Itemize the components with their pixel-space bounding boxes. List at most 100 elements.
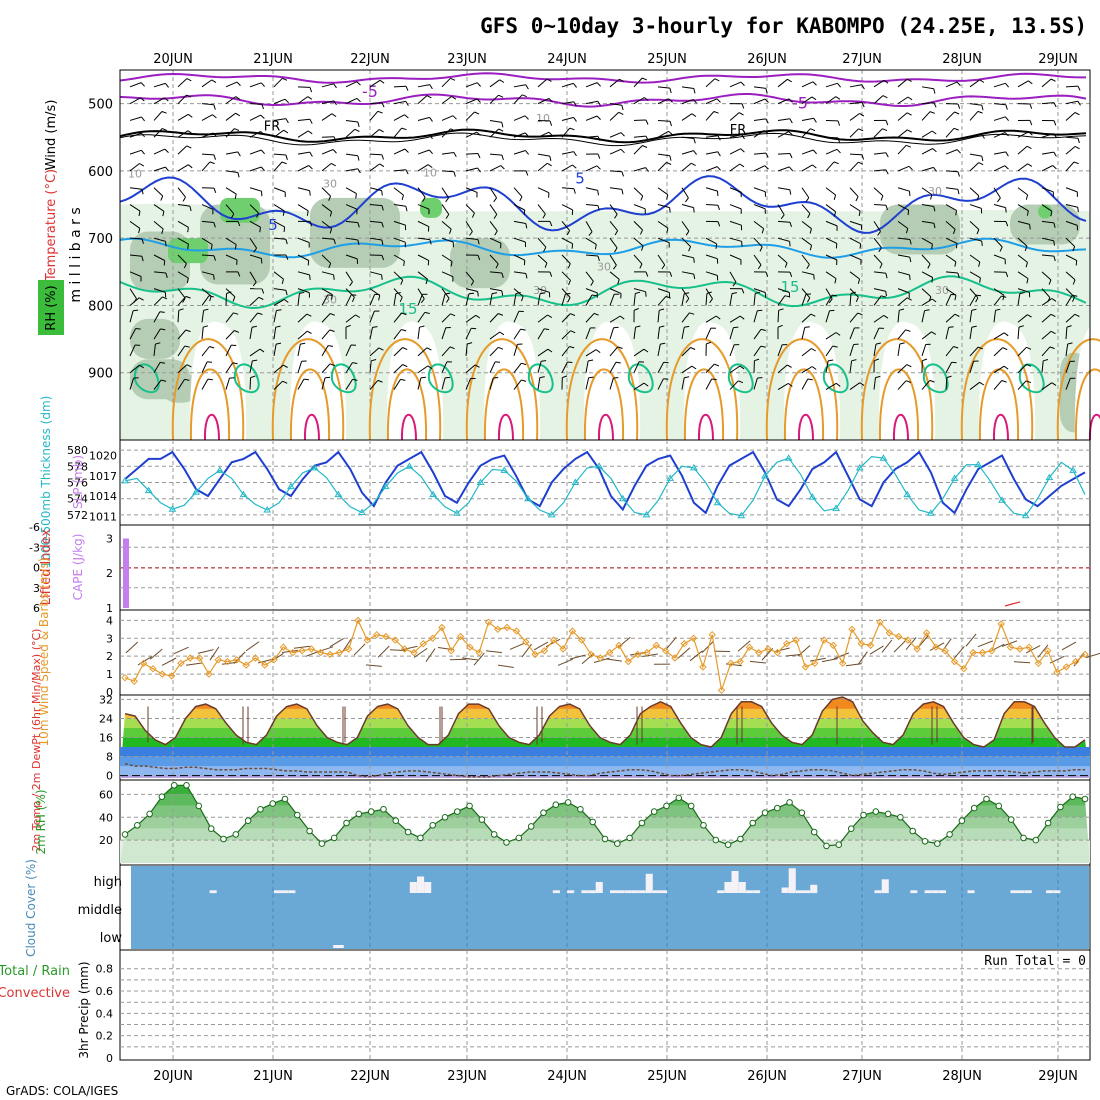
wind-barb (465, 237, 478, 240)
wind-speed-point (857, 639, 866, 648)
wind-barb-flag (524, 132, 529, 137)
rh2m-point (958, 817, 966, 825)
wind-barb (465, 221, 473, 232)
wind10m-barb (977, 640, 994, 648)
rh-legend-swatch (38, 280, 64, 335)
wind-barb (273, 220, 285, 228)
wind-barb (393, 254, 405, 262)
precip-tick-label: 0.8 (96, 963, 114, 976)
wind-barb (585, 115, 598, 121)
wind-barb (513, 237, 526, 243)
wind-barb-flag (493, 214, 498, 219)
high-cloud-bar (610, 890, 618, 894)
wind-barb (849, 293, 852, 306)
temperature-axis-label: Temperature (°C) (44, 169, 59, 282)
wind-barb-flag (685, 230, 690, 236)
temperature-contour (665, 338, 739, 441)
wind-barb-flag (789, 222, 792, 228)
wind10m-barb (749, 660, 766, 664)
wind-barb (273, 98, 286, 105)
wind-barb (609, 204, 618, 215)
wind-barb-flag (669, 121, 672, 127)
wind-barb-flag (666, 161, 672, 165)
wind-barb (897, 343, 901, 356)
wind-speed-point (615, 641, 623, 650)
wind-speed-point (186, 654, 194, 662)
thickness-point (500, 466, 509, 473)
wind-barb (489, 377, 494, 390)
wind-barb (297, 361, 303, 373)
high-cloud-bar (938, 890, 946, 894)
wind-barb-flag (260, 82, 265, 87)
wind-barb (993, 380, 1003, 390)
pressure-tick-label: 700 (88, 232, 113, 247)
wind-barb-flag (981, 134, 985, 139)
wind-barb-flag (594, 244, 597, 250)
pressure-tick-label: 600 (88, 165, 113, 180)
wind-barb (513, 311, 520, 323)
wind-barb-flag (182, 297, 186, 303)
wind-speed-point (242, 661, 250, 669)
wind-barb-flag (789, 118, 793, 124)
wind-barb (849, 187, 859, 197)
wind-barb-flag (932, 148, 937, 153)
wind-barb-flag (381, 222, 384, 228)
rh2m-point (257, 806, 264, 813)
wind-barb-flag (208, 295, 214, 298)
wind-barb-flag (885, 120, 889, 126)
wind-speed-point (727, 659, 735, 668)
wind-barb-flag (401, 329, 407, 332)
wind-barb (537, 78, 548, 88)
wind-barb-flag (1018, 325, 1024, 328)
wind-barb-flag (740, 81, 745, 86)
wind-barb-flag (739, 365, 745, 370)
high-cloud-bar (567, 890, 575, 894)
wind-barb (969, 294, 977, 306)
wind-barb (153, 343, 156, 356)
wind-barb (561, 313, 571, 323)
wind-barb-flag (788, 166, 793, 172)
contour-label: 5 (268, 216, 278, 234)
wind10m-barb (521, 643, 532, 658)
wind-barb-flag (328, 263, 332, 269)
wind-barb-flag (1074, 112, 1080, 116)
wind-barb-flag (1029, 103, 1033, 109)
wind-barb (945, 377, 948, 390)
wind-barb (657, 153, 670, 157)
wind-barb-flag (931, 331, 937, 335)
temperature-contour (527, 363, 554, 394)
wind-barb-flag (663, 361, 669, 364)
cloud-axis-label: Cloud Cover (%) (24, 859, 38, 957)
wind-barb-flag (833, 161, 839, 165)
wind-barb-flag (597, 190, 599, 196)
wind-barb (633, 145, 643, 155)
wind-barb-flag (1019, 292, 1025, 295)
wind-barb-flag (883, 314, 889, 319)
wind-barb-flag (597, 255, 600, 262)
wind-barb (729, 365, 741, 374)
wind-barb-flag (333, 136, 337, 142)
wind-barb (321, 254, 332, 264)
wind-barb (441, 220, 452, 230)
wind-barb (633, 167, 646, 172)
wind-barb (801, 187, 810, 198)
high-cloud-bar (652, 890, 660, 894)
wind-barb (225, 377, 230, 390)
wind-barb-flag (187, 164, 193, 169)
wind-barb-flag (260, 114, 265, 119)
rh2m-point (281, 795, 289, 803)
rh2m-point (1032, 836, 1040, 844)
wind-barb-flag (588, 231, 593, 236)
wind-barb (705, 315, 717, 323)
wind-barb (489, 288, 502, 292)
wind-barb (825, 136, 839, 139)
wind-barb (1041, 254, 1054, 257)
wind-barb-flag (381, 102, 385, 108)
rh2m-point (466, 802, 473, 810)
wind-speed-point (428, 634, 437, 643)
rh2m-point (589, 818, 597, 826)
wind-barb (249, 348, 261, 357)
date-label-top: 26JUN (747, 52, 787, 67)
date-label-bottom: 25JUN (647, 1069, 687, 1084)
wind-barb (561, 237, 573, 245)
